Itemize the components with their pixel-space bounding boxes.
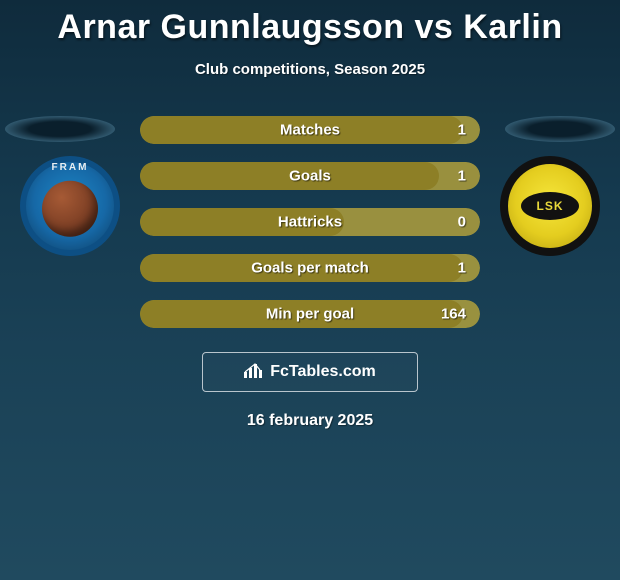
stat-label: Hattricks: [278, 214, 342, 231]
stat-row: Goals per match 1: [140, 254, 480, 282]
left-crest-label: FRAM: [20, 162, 120, 173]
comparison-arena: FRAM LSK Matches 1 Goals 1 Hattricks 0 Goals p…: [0, 116, 620, 346]
branding-box[interactable]: FcTables.com: [202, 352, 418, 392]
right-team-crest: LSK: [500, 156, 600, 256]
left-team-crest: FRAM: [20, 156, 120, 256]
right-shadow-ellipse: [505, 116, 615, 142]
stat-value: 164: [441, 306, 466, 323]
stat-label: Goals: [289, 168, 331, 185]
stat-value: 0: [458, 214, 466, 231]
stat-label: Min per goal: [266, 306, 354, 323]
crest-ball-icon: [42, 181, 98, 237]
stats-bars: Matches 1 Goals 1 Hattricks 0 Goals per match 1…: [140, 116, 480, 346]
branding-text: FcTables.com: [270, 363, 376, 381]
page-title: Arnar Gunnlaugsson vs Karlin: [0, 0, 620, 47]
stat-value: 1: [458, 168, 466, 185]
bar-chart-icon: [244, 362, 264, 383]
left-shadow-ellipse: [5, 116, 115, 142]
page-subtitle: Club competitions, Season 2025: [0, 61, 620, 78]
stat-value: 1: [458, 260, 466, 277]
right-crest-label: LSK: [521, 192, 579, 220]
stat-label: Goals per match: [251, 260, 369, 277]
stat-row: Hattricks 0: [140, 208, 480, 236]
stat-label: Matches: [280, 122, 340, 139]
comparison-date: 16 february 2025: [0, 412, 620, 430]
stat-row: Min per goal 164: [140, 300, 480, 328]
stat-value: 1: [458, 122, 466, 139]
stat-row: Matches 1: [140, 116, 480, 144]
stat-row: Goals 1: [140, 162, 480, 190]
